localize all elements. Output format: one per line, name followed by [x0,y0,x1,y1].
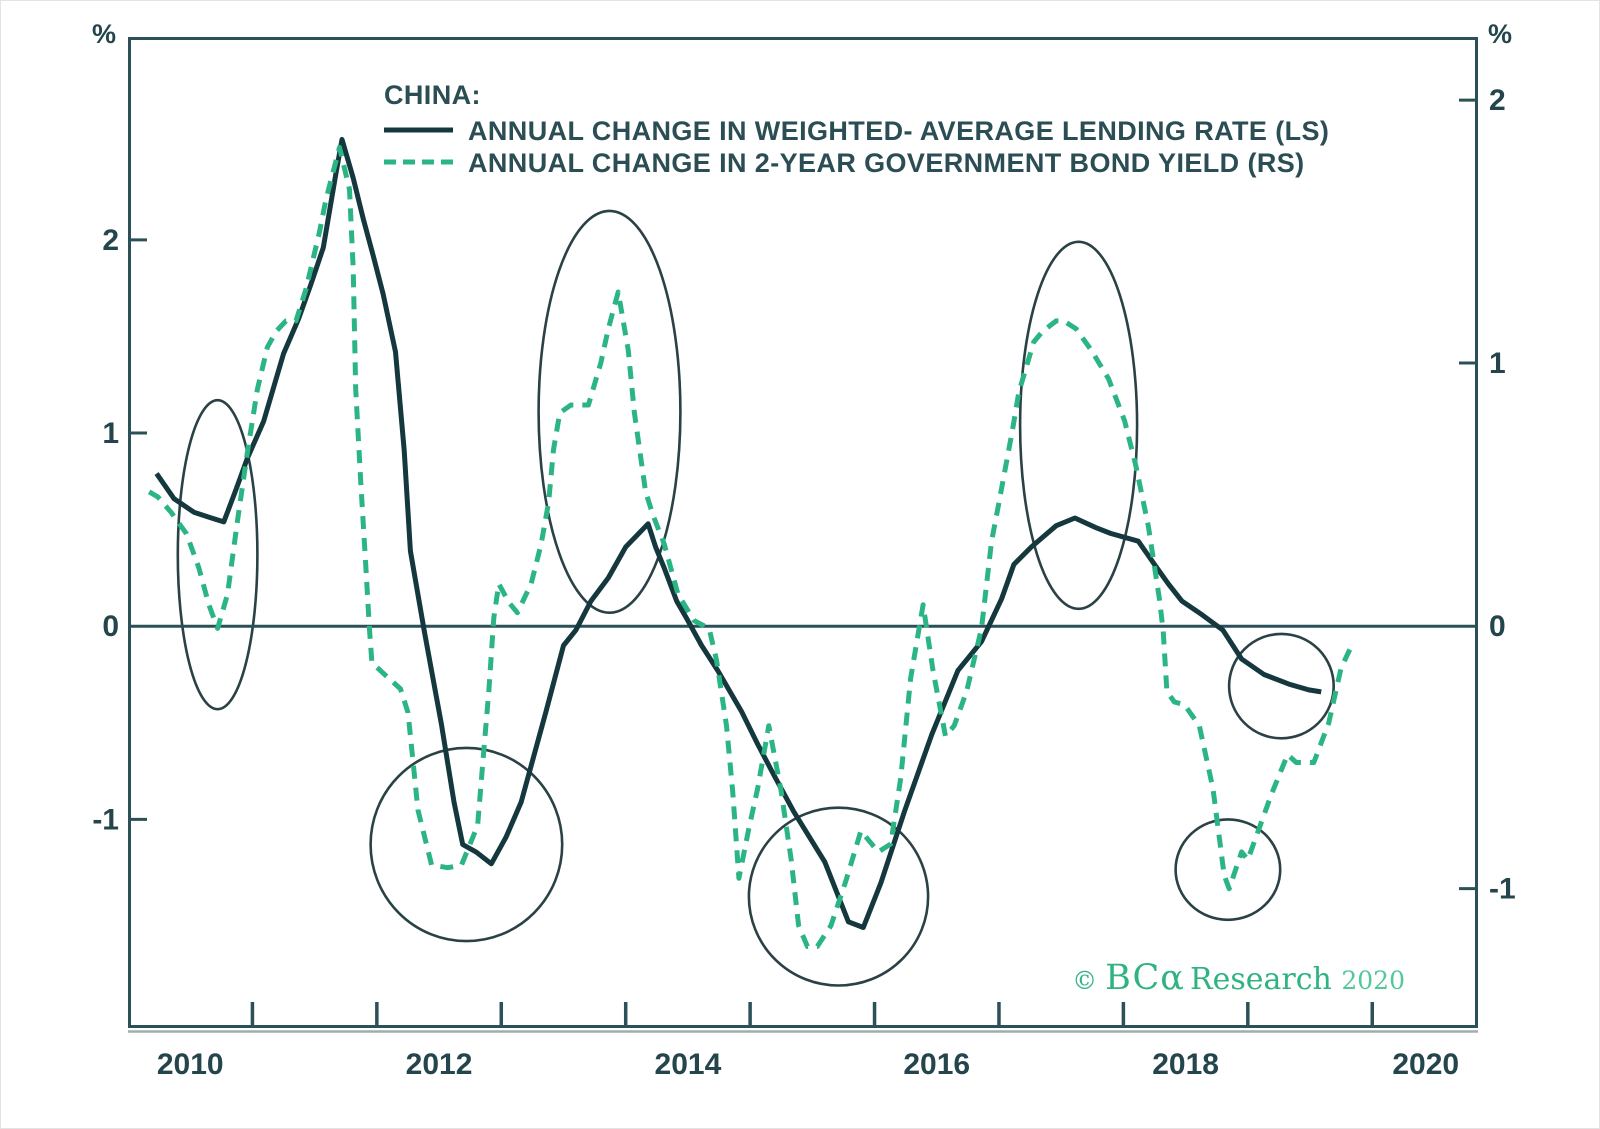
x-axis-year-label: 2010 [157,1048,224,1081]
right-axis-tick-label: 1 [1489,347,1506,380]
copyright-symbol: © [1072,966,1105,995]
x-axis-year-label: 2016 [903,1048,970,1081]
x-axis-year-label: 2018 [1152,1048,1219,1081]
right-axis-unit: % [1488,19,1512,49]
legend-title: CHINA: [384,80,481,110]
axis-ticks [130,98,1476,1026]
legend-label-bond-yield: ANNUAL CHANGE IN 2-YEAR GOVERNMENT BOND … [468,148,1305,178]
left-axis-tick-label: 2 [102,224,119,257]
right-axis-tick-label: -1 [1489,873,1516,906]
plot-frame [128,37,1478,1028]
highlight-ellipse [747,806,930,987]
x-axis-year-label: 2012 [406,1048,473,1081]
x-axis-year-label: 2014 [655,1048,722,1081]
right-axis-tick-label: 2 [1489,84,1506,117]
research-label: Research [1190,962,1341,997]
left-axis-tick-label: 1 [102,417,119,450]
right-axis-tick-label: 0 [1489,610,1506,643]
legend-label-lending-rate: ANNUAL CHANGE IN WEIGHTED- AVERAGE LENDI… [468,116,1329,146]
lending-rate-line [154,136,1322,930]
bond-yield-line [147,144,1353,949]
highlight-ellipse [176,398,259,711]
highlight-ellipse [1018,240,1139,611]
watermark-year: 2020 [1341,966,1405,995]
left-axis-unit: % [92,19,116,49]
left-axis-tick-label: -1 [92,803,119,836]
legend: CHINA: ANNUAL CHANGE IN WEIGHTED- AVERAG… [384,80,1329,178]
highlight-ellipse [369,746,564,943]
highlight-ellipse [537,209,682,614]
highlight-ellipse [1227,632,1335,740]
left-axis-tick-label: 0 [102,610,119,643]
x-axis-year-label: 2020 [1392,1048,1459,1081]
bca-brand: BCα [1105,958,1185,998]
highlight-ellipse [1174,818,1282,922]
bca-research-watermark: © BCα Research 2020 [1072,958,1405,998]
annotation-circles [176,209,1335,987]
axis-tick-labels: 2 1 0 -1 2 1 0 -1 2010 2012 2014 2016 2018 2020 [92,84,1515,1081]
